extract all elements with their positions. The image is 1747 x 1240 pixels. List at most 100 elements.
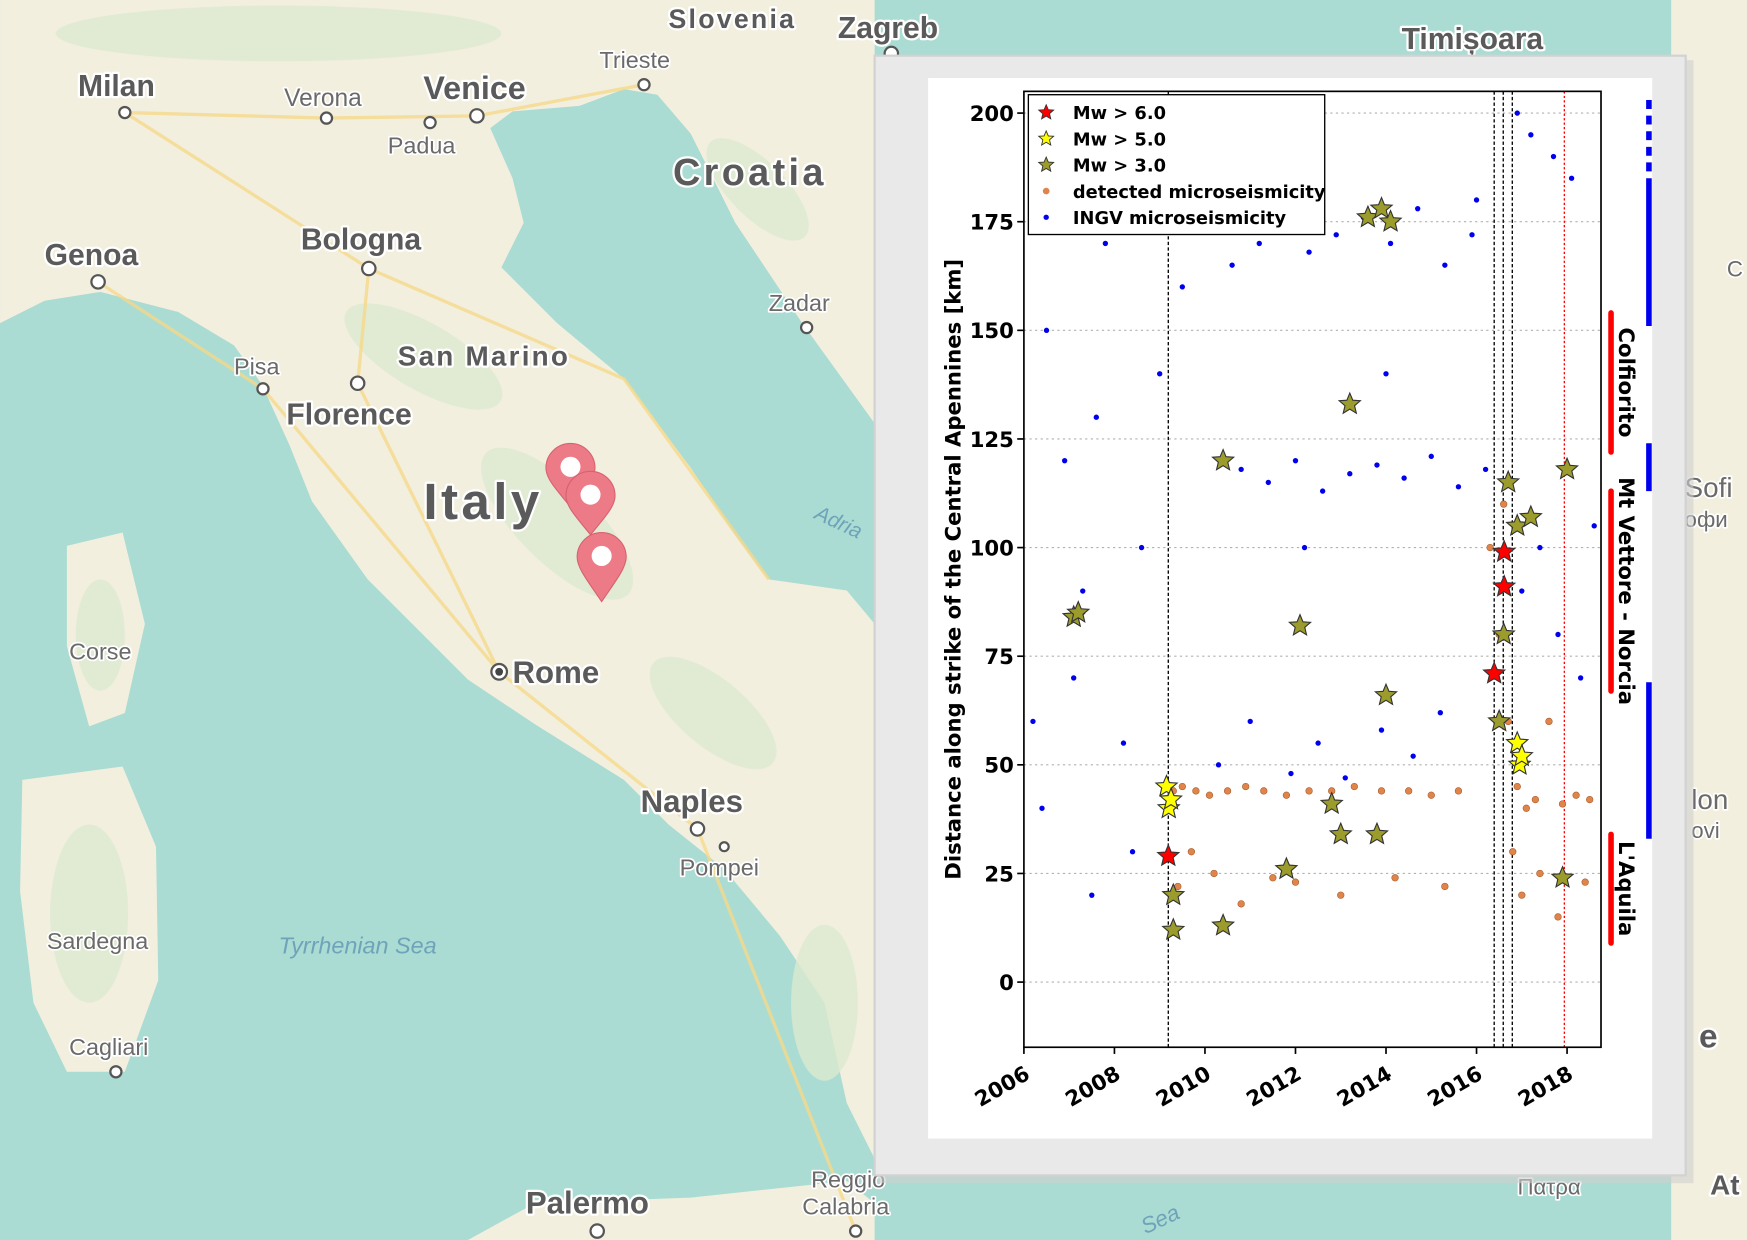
series [1154, 730, 1534, 819]
map-label: Sardegna [47, 928, 148, 954]
point [1350, 782, 1358, 791]
point [1500, 500, 1508, 508]
point [1482, 466, 1489, 473]
point [1102, 240, 1109, 247]
map-label: Slovenia [669, 4, 797, 34]
legend-marker [1037, 129, 1055, 146]
point [1342, 775, 1348, 781]
point [1519, 588, 1525, 594]
legend-marker [1037, 103, 1055, 120]
point [1455, 484, 1462, 490]
pins [545, 442, 627, 603]
point [1256, 240, 1262, 247]
point [1215, 762, 1222, 768]
star-marker [1555, 456, 1579, 480]
series [1061, 196, 1579, 941]
map-label: e [1699, 1018, 1718, 1055]
point [1080, 588, 1086, 594]
point [1238, 466, 1244, 473]
point [1572, 791, 1580, 799]
map-label: Tyrrhenian Sea [279, 933, 437, 959]
star-marker [1319, 791, 1344, 815]
point [1536, 869, 1544, 878]
star-marker [1509, 743, 1534, 767]
map-label: Naples [641, 784, 743, 819]
point [1288, 770, 1294, 777]
legend-label: detected microseismicity [1073, 182, 1326, 203]
legend-label: INGV microseismicity [1073, 208, 1287, 229]
legend-marker [1042, 187, 1050, 195]
point [1410, 753, 1416, 759]
star-marker [1161, 882, 1186, 906]
star-marker [1492, 574, 1517, 597]
point [1528, 132, 1534, 138]
y-tick-label: 150 [970, 318, 1014, 343]
map-label: Pisa [234, 353, 279, 379]
point [1522, 804, 1530, 812]
point [1577, 675, 1584, 681]
star-marker [1156, 843, 1181, 867]
legend-label: Mw > 5.0 [1073, 129, 1166, 150]
star-marker [1365, 821, 1389, 845]
star-marker [1337, 391, 1362, 415]
region-label: Colfiorito [1614, 328, 1639, 438]
star-marker [1378, 209, 1403, 232]
map-label: Florence [286, 398, 411, 431]
point [1405, 787, 1413, 795]
point [1260, 787, 1268, 795]
y-tick-label: 50 [984, 753, 1013, 778]
series [1156, 539, 1517, 867]
point [1374, 462, 1380, 468]
point [1554, 913, 1562, 921]
point [1437, 710, 1444, 716]
map-label: Timișoara [1402, 23, 1544, 56]
y-tick-label: 0 [999, 970, 1014, 995]
panel-body [928, 77, 1653, 1139]
point [1333, 232, 1339, 238]
map-label: Venice [423, 70, 525, 106]
point [1210, 869, 1218, 878]
chart-panel [873, 54, 1694, 1184]
point [1486, 543, 1494, 552]
point [1387, 240, 1394, 247]
map-label: Bologna [301, 224, 422, 257]
point [1518, 891, 1526, 899]
point [1558, 800, 1567, 808]
y-tick-label: 200 [970, 101, 1014, 126]
point [1441, 882, 1449, 891]
star-marker [1369, 196, 1394, 219]
star-marker [1518, 504, 1543, 528]
star-marker [1550, 865, 1575, 889]
point [1315, 740, 1321, 746]
map-label: ovi [1691, 818, 1719, 843]
point [1537, 544, 1543, 551]
legend-label: Mw > 3.0 [1073, 156, 1166, 177]
point [1428, 453, 1434, 460]
point [1319, 488, 1326, 494]
point [1347, 471, 1353, 477]
point [1401, 475, 1407, 481]
point [1179, 284, 1185, 290]
map-label: Palermo [526, 1185, 649, 1220]
point [1581, 878, 1589, 886]
point [1568, 175, 1575, 181]
point [1157, 371, 1163, 377]
point [1383, 371, 1389, 377]
y-tick-label: 75 [984, 644, 1013, 669]
star-marker [1492, 539, 1517, 563]
point [1242, 782, 1250, 791]
map-label: Genoa [45, 239, 139, 272]
point [1138, 544, 1145, 551]
point [1513, 782, 1521, 791]
star-marker [1491, 621, 1516, 645]
point [1427, 791, 1435, 799]
point [1591, 523, 1597, 529]
map-label: Rome [513, 655, 600, 690]
plot-frame [1023, 90, 1602, 1049]
star-marker [1211, 913, 1236, 936]
point [1129, 849, 1136, 855]
point [1306, 249, 1312, 255]
legend-box [1027, 94, 1326, 236]
point [1586, 795, 1594, 804]
series [1030, 110, 1597, 898]
